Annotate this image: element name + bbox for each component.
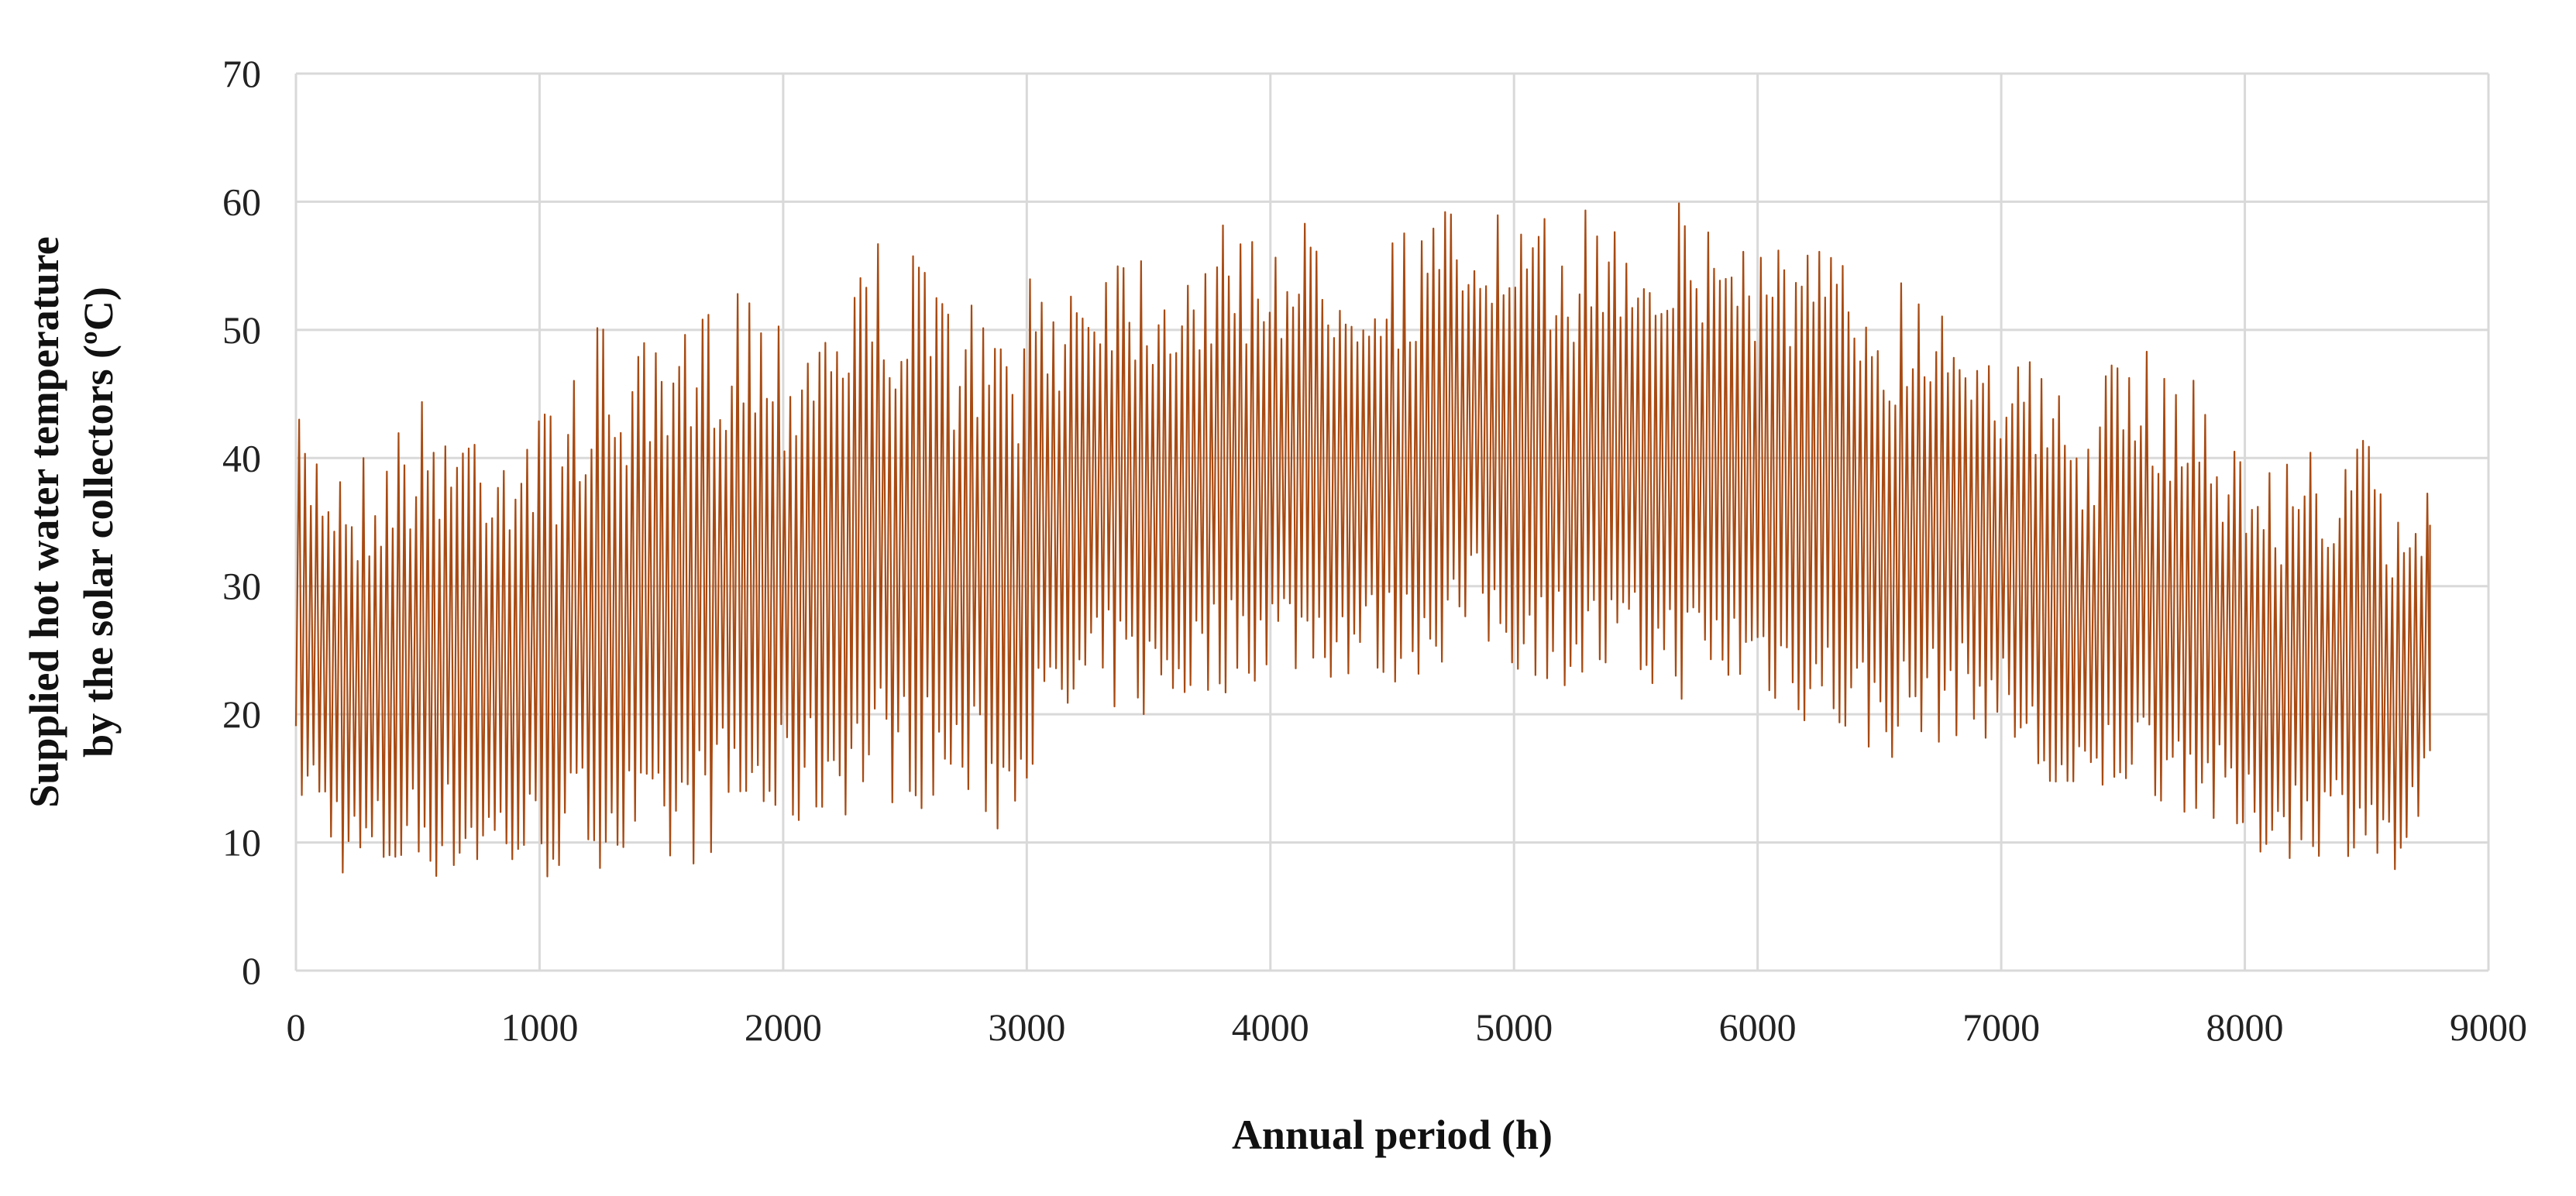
y-axis-title-line-1: Supplied hot water temperature (21, 236, 67, 807)
y-gridlines (296, 72, 2488, 972)
x-tick-label: 2000 (745, 1005, 822, 1049)
x-tick-label: 9000 (2450, 1005, 2527, 1049)
x-tick-label: 5000 (1475, 1005, 1553, 1049)
y-tick-label: 70 (222, 52, 261, 95)
temperature-series-line (294, 202, 2431, 878)
x-tick-label: 6000 (1719, 1005, 1797, 1049)
y-tick-label: 0 (242, 949, 261, 992)
x-tick-labels: 0 1000 2000 3000 4000 5000 6000 7000 8000 9000 (287, 1005, 2528, 1049)
y-axis-title-line-2: by the solar collectors (ºC) (75, 287, 122, 758)
x-tick-label: 7000 (1962, 1005, 2040, 1049)
y-tick-label: 10 (222, 821, 261, 864)
y-tick-label: 60 (222, 180, 261, 223)
x-tick-label: 8000 (2206, 1005, 2284, 1049)
y-tick-label: 20 (222, 693, 261, 736)
x-tick-label: 4000 (1232, 1005, 1309, 1049)
y-tick-label: 40 (222, 436, 261, 479)
x-tick-label: 3000 (988, 1005, 1065, 1049)
x-tick-label: 0 (287, 1005, 306, 1049)
y-tick-label: 30 (222, 565, 261, 608)
y-tick-label: 50 (222, 308, 261, 352)
x-tick-label: 1000 (500, 1005, 578, 1049)
plot-series (294, 202, 2431, 878)
x-axis-title: Annual period (h) (1232, 1112, 1553, 1158)
y-tick-labels: 0 10 20 30 40 50 60 70 (222, 52, 261, 992)
y-axis-title: Supplied hot water temperature by the so… (21, 236, 122, 807)
